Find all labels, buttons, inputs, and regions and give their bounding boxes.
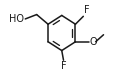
Text: O: O <box>90 37 97 47</box>
Text: HO: HO <box>9 14 24 24</box>
Text: F: F <box>84 5 90 15</box>
Text: F: F <box>61 61 66 71</box>
